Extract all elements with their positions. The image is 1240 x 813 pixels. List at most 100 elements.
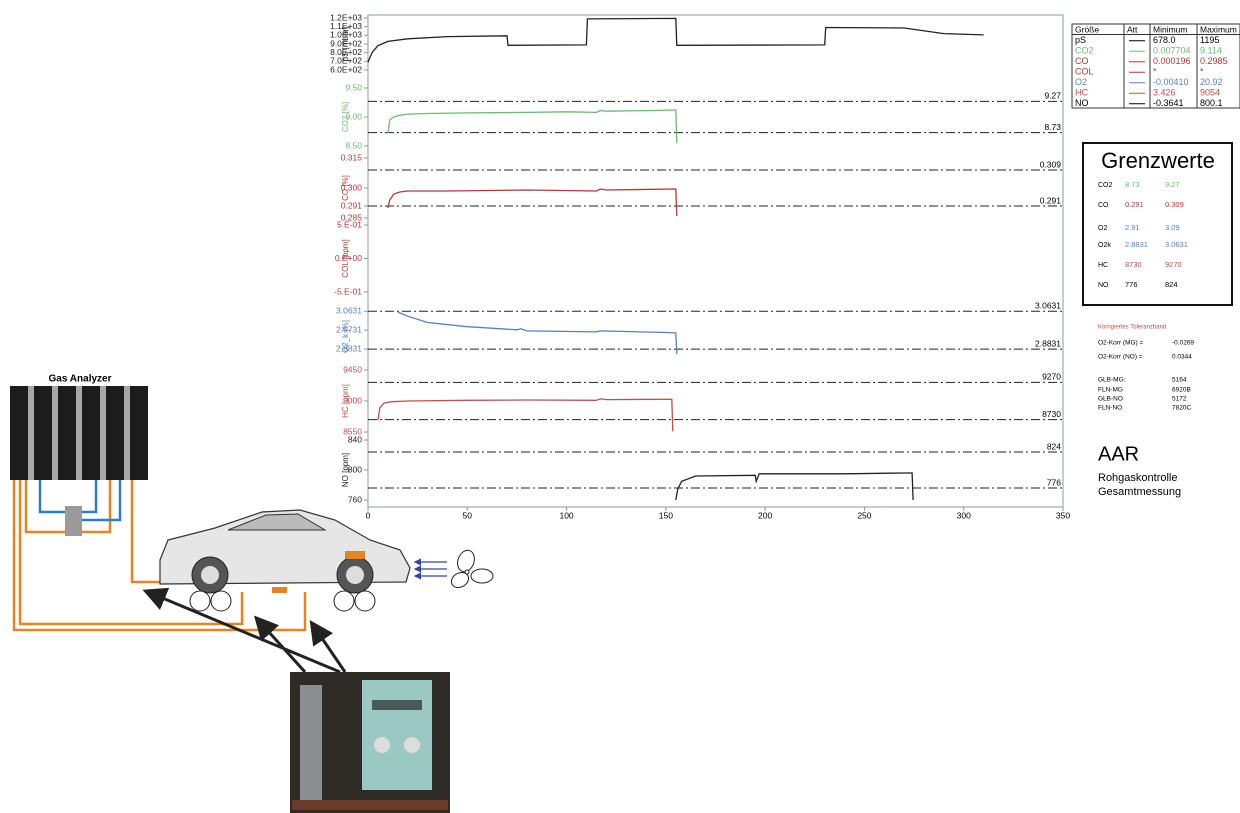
strip-chart: pS [mbar] 1.2E+031.1E+031.0E+039.0E+028.0… [330,12,1070,520]
x-tick-label: 50 [463,510,473,520]
limits-title: Grenzwerte [1101,148,1215,173]
limit-label: 9.27 [1044,91,1061,101]
y-tick-label: 5.E-01 [337,219,362,229]
y-axis-label: NO [ppm] [341,453,350,487]
series-line [377,398,674,432]
y-tick-label: 2.8831 [336,343,362,353]
y-tick-label: 760 [348,494,362,504]
x-tick-label: 150 [659,510,673,520]
table-frame [1071,23,1240,109]
car-hubs [201,566,364,584]
limit-high: 9270 [1165,260,1182,269]
table-cell: * [1200,67,1204,77]
limit-label: 2.8831 [1035,338,1061,348]
table-cell: O2 [1075,77,1087,87]
y-tick-label: 0.E+00 [335,253,362,263]
probe [272,587,287,593]
y-tick-label: 840 [348,434,362,444]
id-value: 6920B [1172,387,1191,394]
table-header: Att [1127,25,1138,35]
supply-arrows [142,587,347,674]
valve [65,506,82,536]
series-line [387,188,678,217]
table-cell: 0.2985 [1200,56,1228,66]
table-cell: -0.00410 [1153,77,1189,87]
y-tick-label: 8.50 [345,140,362,150]
probe [345,551,365,559]
table-cell: CO [1075,56,1089,66]
limits-rows: CO2 8.73 9.27 CO 0.291 0.309 O2 2.91 3.09 O2k 2.88… [1098,180,1188,289]
limit-low: 2.8831 [1125,240,1148,249]
limit-label: 776 [1047,477,1061,487]
table-cell: NO [1075,98,1089,108]
table-cell: pS [1075,35,1086,45]
limit-high: 3.0631 [1165,240,1188,249]
y-tick-label: 1.1E+03 [330,21,362,31]
rollers [189,590,376,612]
correction-value: 0.0344 [1172,354,1192,361]
table-cell: CO2 [1075,46,1094,56]
setup-diagram: Gas Analyzer [10,374,494,813]
id-label: GLB-NO [1098,396,1123,403]
y-tick-label: 9450 [343,364,362,374]
limit-low: 8730 [1125,260,1142,269]
limit-high: 0.309 [1165,200,1184,209]
y-tick-label: 1.0E+03 [330,30,362,40]
plot-frame [367,14,1064,508]
y-tick-label: 9.0E+02 [330,38,362,48]
limit-label: 8.73 [1044,122,1061,132]
id-value: 5164 [1172,377,1187,384]
notes-title: AAR [1098,443,1139,465]
limit-high: 3.09 [1165,223,1180,232]
y-axis-label: CO [%] [341,175,350,201]
fan [450,549,494,589]
table-cell: 800.1 [1200,98,1223,108]
x-tick-label: 0 [366,510,371,520]
table-cell: HC [1075,88,1088,98]
y-tick-label: 800 [348,464,362,474]
series-line [675,472,914,501]
analyzer-label: Gas Analyzer [49,374,112,385]
id-value: 5172 [1172,396,1187,403]
correction-value: -0.0269 [1172,340,1194,347]
y-tick-label: 9.50 [345,82,362,92]
table-cell: 9.114 [1200,46,1222,56]
series-line [397,311,678,355]
limit-label: 8730 [1042,409,1061,419]
table-cell: 678.0 [1153,35,1176,45]
limit-name: CO [1098,202,1109,209]
limit-label: 9270 [1042,372,1061,382]
y-tick-label: 6.0E+02 [330,64,362,74]
airflow [413,558,447,580]
y-tick-label: 8.0E+02 [330,47,362,57]
summary-table: Größe Att Minimum Maximum pS 678.0 1195 CO2 0.00… [1071,23,1240,109]
limit-low: 8.73 [1125,180,1140,189]
car-window [227,513,327,531]
id-value: 7820C [1172,405,1191,412]
table-cell: COL [1075,67,1094,77]
y-tick-label: 0.291 [341,200,363,210]
notes-line: Rohgaskontrolle [1098,472,1178,484]
x-tick-label: 250 [857,510,871,520]
table-cell: 0.007704 [1153,46,1191,56]
y-axis-label: pS [mbar] [341,27,350,62]
limit-low: 0.291 [1125,200,1144,209]
table-header: Minimum [1153,25,1187,35]
limit-high: 9.27 [1165,180,1180,189]
table-cell: 20.92 [1200,77,1223,87]
correction-label: O2-Korr (MG) = [1098,340,1144,347]
gas-divider-photo [290,672,450,813]
limit-name: HC [1098,262,1108,269]
analyzer-stripes [28,386,130,480]
table-cell: 3.426 [1153,88,1176,98]
y-tick-label: 7.0E+02 [330,56,362,66]
y-tick-label: 3.0631 [336,306,362,316]
x-tick-label: 350 [1056,510,1070,520]
series-line [387,109,678,144]
limit-label: 3.0631 [1035,301,1061,311]
limit-name: O2 [1098,225,1107,232]
y-tick-label: 1.2E+03 [330,12,362,22]
limit-label: 0.309 [1040,159,1062,169]
y-axis-label: COL [ppm] [341,239,350,277]
id-label: FLN-NO [1098,405,1122,412]
